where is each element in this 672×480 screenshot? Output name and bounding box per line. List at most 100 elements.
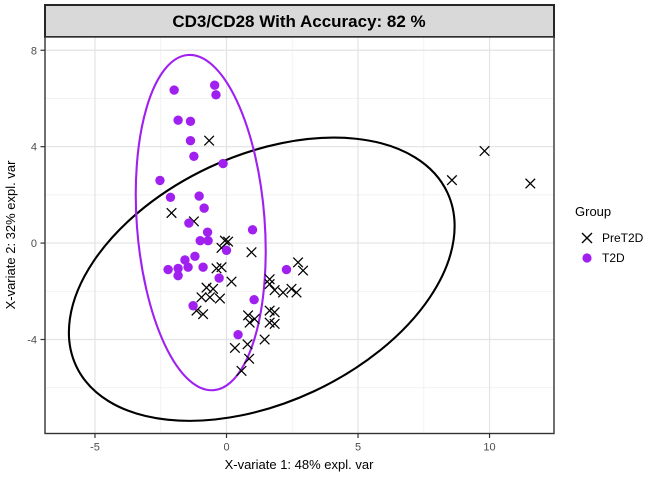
x-marker-line xyxy=(525,178,536,189)
x-marker-line xyxy=(244,317,255,328)
data-point-pret2d xyxy=(226,276,237,287)
x-marker-line xyxy=(269,284,280,296)
x-marker-line xyxy=(203,135,215,146)
data-point-pret2d xyxy=(269,307,280,318)
data-point-pret2d xyxy=(216,261,227,273)
data-point-t2d xyxy=(233,329,243,340)
data-point-pret2d xyxy=(244,317,255,328)
data-point-t2d xyxy=(155,175,165,186)
x-tick-label: 10 xyxy=(483,442,495,454)
data-point-pret2d xyxy=(297,265,309,276)
x-marker-line xyxy=(249,313,260,325)
x-marker-line xyxy=(292,257,304,268)
data-point-t2d xyxy=(183,262,193,272)
data-point-t2d xyxy=(214,273,224,283)
data-point-pret2d xyxy=(264,273,275,285)
x-marker-line xyxy=(277,287,289,298)
data-point-t2d xyxy=(173,263,183,274)
data-point-pret2d xyxy=(242,339,253,350)
data-point-t2d xyxy=(195,235,205,246)
data-point-pret2d xyxy=(525,178,536,189)
data-point-t2d xyxy=(169,85,179,95)
x-marker-line xyxy=(229,342,241,354)
data-point-pret2d xyxy=(219,235,231,246)
legend-label-pret2d: PreT2D xyxy=(602,231,644,245)
x-marker-line xyxy=(264,305,275,316)
data-point-t2d xyxy=(247,225,258,235)
confidence-ellipse-t2d xyxy=(134,53,267,392)
legend-title: Group xyxy=(575,204,611,219)
x-marker-line xyxy=(214,293,226,304)
data-point-t2d xyxy=(163,264,173,275)
x-tick-label: -5 xyxy=(90,442,100,454)
data-point-t2d xyxy=(165,192,176,202)
y-tick-label: 0 xyxy=(31,238,37,250)
panel-border xyxy=(44,36,555,435)
x-marker-line xyxy=(291,287,302,298)
data-point-t2d xyxy=(198,262,208,272)
data-point-t2d xyxy=(173,115,183,125)
data-point-pret2d xyxy=(236,365,247,377)
data-point-pret2d xyxy=(446,174,458,186)
x-marker-line xyxy=(446,174,458,186)
circle-marker-icon xyxy=(582,253,592,263)
x-marker-line xyxy=(269,318,280,330)
data-point-pret2d xyxy=(269,318,280,330)
x-marker-line xyxy=(226,276,237,287)
legend-label-t2d: T2D xyxy=(602,251,625,265)
x-marker-line xyxy=(243,353,255,365)
data-point-pret2d xyxy=(249,313,260,325)
y-tick-label: -4 xyxy=(27,334,37,346)
x-marker-line xyxy=(191,305,202,316)
x-marker-line xyxy=(242,339,253,350)
data-point-pret2d xyxy=(269,284,280,296)
data-point-pret2d xyxy=(292,257,304,268)
data-point-pret2d xyxy=(259,334,270,345)
data-point-t2d xyxy=(203,235,213,246)
x-marker-icon xyxy=(581,232,593,244)
data-point-pret2d xyxy=(277,287,289,298)
data-point-pret2d xyxy=(229,342,241,354)
data-point-pret2d xyxy=(203,135,215,146)
legend-item-t2d: T2D xyxy=(582,251,625,265)
x-marker-line xyxy=(286,283,297,295)
data-point-pret2d xyxy=(207,283,219,295)
data-point-pret2d xyxy=(214,293,226,304)
x-marker-line xyxy=(479,145,490,157)
data-point-t2d xyxy=(180,255,190,265)
x-marker-line xyxy=(264,317,275,328)
plot-panel xyxy=(45,37,554,434)
data-point-t2d xyxy=(249,295,259,305)
data-point-t2d xyxy=(188,301,198,311)
axis-ticks: -5 0 5 10 8 4 0 -4 xyxy=(27,45,495,453)
title-strip xyxy=(44,4,555,38)
data-point-pret2d xyxy=(243,353,255,365)
data-point-pret2d xyxy=(264,278,275,290)
data-point-t2d xyxy=(194,191,204,201)
y-tick-label: 8 xyxy=(31,45,37,57)
data-point-pret2d xyxy=(291,287,302,298)
legend-item-pret2d: PreT2D xyxy=(581,231,644,245)
data-point-t2d xyxy=(185,116,196,127)
y-tick-label: 4 xyxy=(31,142,37,154)
data-point-pret2d xyxy=(246,247,257,258)
data-point-t2d xyxy=(211,90,221,100)
confidence-ellipse-pret2d xyxy=(67,136,456,422)
x-marker-line xyxy=(197,308,209,320)
data-point-t2d xyxy=(199,203,209,213)
data-point-pret2d xyxy=(479,145,490,157)
x-marker-line xyxy=(269,307,280,318)
data-points xyxy=(155,80,536,377)
x-marker-line xyxy=(201,282,212,293)
data-point-pret2d xyxy=(197,308,209,320)
x-marker-line xyxy=(196,292,207,303)
x-axis-title: X-variate 1: 48% expl. var xyxy=(225,457,375,472)
x-marker-line xyxy=(216,242,227,254)
data-point-pret2d xyxy=(166,207,177,219)
x-marker-line xyxy=(236,365,247,377)
y-axis-title: X-variate 2: 32% expl. var xyxy=(3,160,18,310)
data-point-t2d xyxy=(221,245,232,256)
x-marker-line xyxy=(216,261,227,273)
x-marker-line xyxy=(204,292,216,303)
